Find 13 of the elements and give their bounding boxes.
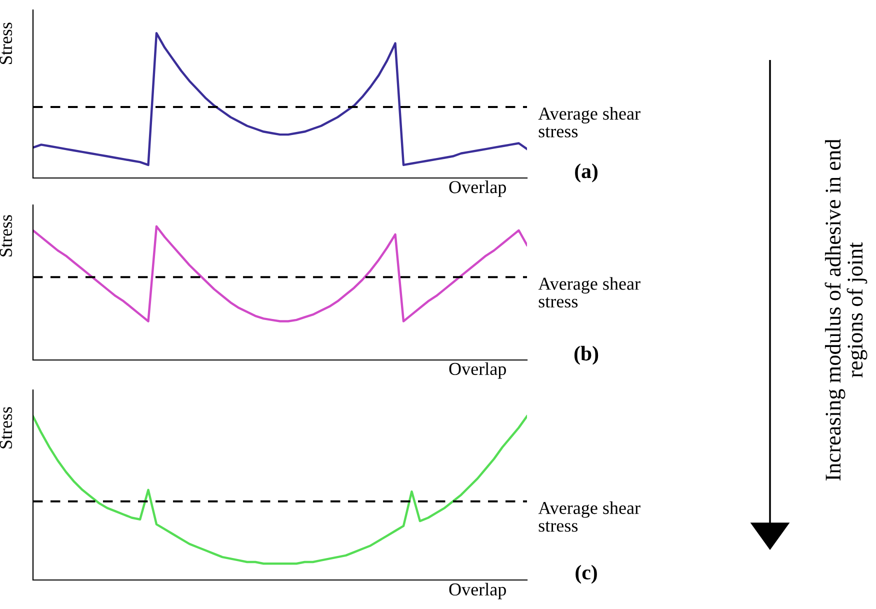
- ref-line-label: Average shear stress: [538, 277, 640, 308]
- ref-line-label: Average shear stress: [538, 501, 640, 532]
- y-axis-title: Stress: [0, 407, 12, 448]
- x-axis-title: Overlap: [449, 362, 506, 379]
- text: Increasing modulus of adhesive in end regions of joint: [824, 139, 868, 480]
- text: (c): [576, 564, 597, 584]
- text: (b): [574, 346, 598, 365]
- x-axis-title: Overlap: [449, 180, 506, 197]
- y-axis-title: Stress: [0, 215, 12, 256]
- x-axis-title: Overlap: [449, 582, 506, 600]
- ref-line-label: Average shear stress: [538, 107, 640, 138]
- text: (a): [575, 164, 598, 182]
- y-axis-title: Stress: [0, 22, 12, 64]
